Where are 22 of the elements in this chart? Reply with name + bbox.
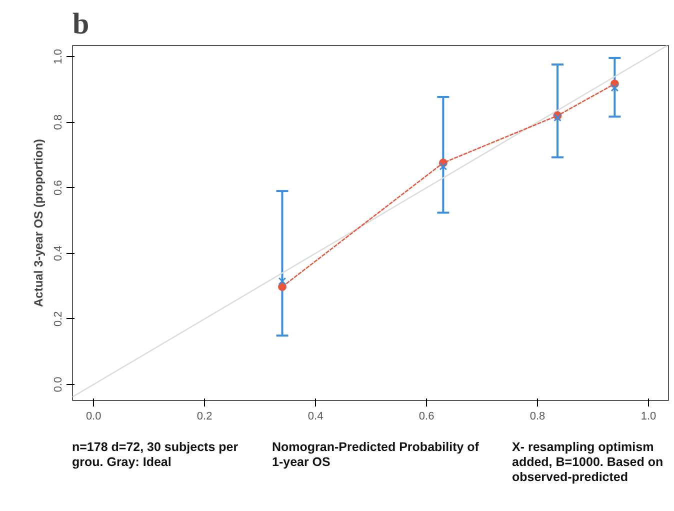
point [610, 84, 619, 92]
point [554, 114, 562, 122]
chart-title: b [72, 8, 90, 40]
text: X- resampling optimism added, B=1000. Based on observed-predicted [512, 440, 664, 485]
x-axis-title: Nomogran-Predicted Probability of 1-year OS [272, 440, 480, 470]
x-tick-label: 0.6 [418, 410, 434, 422]
y-tick-label: 0.0 [52, 376, 64, 392]
point [439, 162, 448, 170]
y-tick-label: 1.0 [52, 48, 64, 64]
point [278, 277, 286, 286]
y-tick-label: 0.8 [52, 114, 64, 130]
text: n=178 d=72, 30 subjects per grou. Gray: Ideal [72, 440, 240, 470]
y-tick-label: 0.6 [52, 180, 64, 196]
y-tick-label: 0.4 [52, 246, 64, 261]
x-tick-label: 0.0 [86, 410, 102, 422]
y-tick-label: 0.2 [52, 311, 64, 327]
y-axis-title: Actual 3-year OS (proportion) [32, 138, 46, 308]
x-tick-label: 0.2 [196, 410, 212, 422]
x-tick-label: 0.4 [308, 410, 324, 422]
point [278, 282, 287, 291]
x-tick-label: 1.0 [640, 410, 656, 422]
x-tick-label: 0.8 [530, 410, 546, 422]
